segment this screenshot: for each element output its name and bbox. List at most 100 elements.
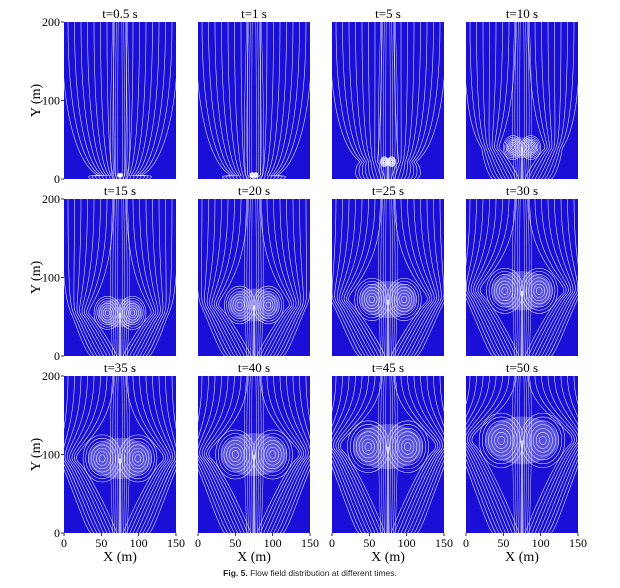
streamline: [136, 199, 161, 356]
y-tick-label: 0: [54, 526, 60, 540]
streamline: [346, 199, 382, 356]
streamline: [541, 376, 578, 533]
y-tick-label: 200: [42, 15, 60, 29]
streamline: [403, 376, 444, 533]
streamline: [100, 22, 112, 179]
streamline: [528, 22, 532, 179]
streamline: [80, 22, 105, 179]
x-tick-label: 50: [363, 536, 375, 550]
streamline: [477, 199, 516, 356]
streamline: [218, 199, 252, 356]
streamline: [256, 376, 300, 533]
streamline: [394, 22, 402, 179]
streamline: [531, 376, 577, 533]
flow-panel: t=0.5 s: [64, 6, 176, 179]
streamline: [114, 199, 117, 356]
y-tick-label: 100: [42, 271, 60, 285]
x-tick-label: 150: [167, 536, 185, 550]
streamline: [112, 199, 115, 356]
streamline: [488, 22, 506, 179]
streamline: [407, 376, 444, 533]
streamline: [145, 199, 173, 356]
streamline: [361, 22, 376, 179]
streamline: [389, 22, 391, 179]
x-tick-label: 50: [95, 536, 107, 550]
vortex-core: [359, 281, 417, 318]
streamline: [528, 199, 532, 356]
caption-text: Flow field distribution at different tim…: [250, 568, 397, 578]
vortex-ring: [485, 420, 518, 461]
streamline: [466, 297, 493, 356]
streamline: [279, 376, 310, 533]
streamline: [512, 22, 516, 179]
streamline: [76, 199, 101, 356]
streamline: [538, 199, 574, 356]
streamline: [470, 199, 506, 356]
plot-area: [198, 22, 310, 179]
streamline: [417, 301, 444, 356]
y-tick-label: 100: [42, 94, 60, 108]
vortex-ring: [122, 300, 143, 326]
streamline: [74, 376, 114, 533]
streamlines: [466, 199, 578, 356]
streamline: [337, 376, 382, 533]
streamline: [275, 22, 307, 179]
streamline: [137, 22, 166, 179]
flow-panel: t=25 s: [332, 183, 444, 356]
vortex-ring: [486, 267, 524, 314]
streamline: [390, 22, 399, 179]
streamline: [149, 273, 176, 356]
streamline: [251, 22, 253, 179]
vortex-ring: [263, 443, 282, 466]
streamline: [244, 22, 248, 179]
streamline: [266, 199, 297, 356]
streamline: [466, 376, 500, 533]
streamline: [142, 199, 167, 356]
vortex-ring: [505, 138, 521, 157]
streamline: [79, 199, 104, 356]
streamline: [260, 376, 302, 533]
streamline: [382, 376, 385, 533]
streamline: [133, 22, 153, 179]
panel-title: t=20 s: [238, 183, 270, 198]
streamline: [123, 376, 126, 533]
vortex-ring: [497, 435, 505, 445]
streamline: [407, 22, 428, 179]
streamline: [201, 376, 242, 533]
vortex-ring: [383, 160, 386, 164]
streamline: [524, 376, 573, 533]
streamline: [64, 273, 91, 356]
streamline: [64, 376, 95, 533]
vortex-ring: [252, 285, 284, 325]
streamline: [332, 199, 363, 356]
streamline: [519, 199, 521, 356]
streamline: [466, 199, 500, 356]
streamline: [135, 22, 160, 179]
streamline: [125, 199, 128, 356]
streamline: [393, 199, 396, 356]
vortex-ring: [363, 289, 380, 310]
streamline: [528, 376, 532, 533]
streamlines: [332, 199, 444, 356]
streamline: [93, 22, 109, 179]
vortex-ring: [389, 159, 394, 165]
streamline: [69, 376, 108, 533]
streamline: [135, 376, 173, 533]
streamline: [400, 376, 443, 533]
streamline: [64, 77, 98, 179]
streamline: [206, 199, 235, 356]
flow-panel: t=10 s: [466, 6, 578, 179]
streamline: [142, 77, 176, 179]
flow-panel: t=1 s: [198, 6, 310, 179]
vortex-ring: [82, 434, 122, 483]
streamline: [211, 199, 242, 356]
x-tick-label: 100: [130, 536, 148, 550]
panel-title: t=35 s: [104, 360, 136, 375]
x-tick-label: 150: [301, 536, 319, 550]
streamline: [348, 199, 386, 356]
streamline: [283, 468, 310, 533]
streamline: [76, 376, 118, 533]
x-tick-label: 100: [532, 536, 550, 550]
streamline: [255, 199, 257, 356]
streamline: [377, 22, 386, 179]
